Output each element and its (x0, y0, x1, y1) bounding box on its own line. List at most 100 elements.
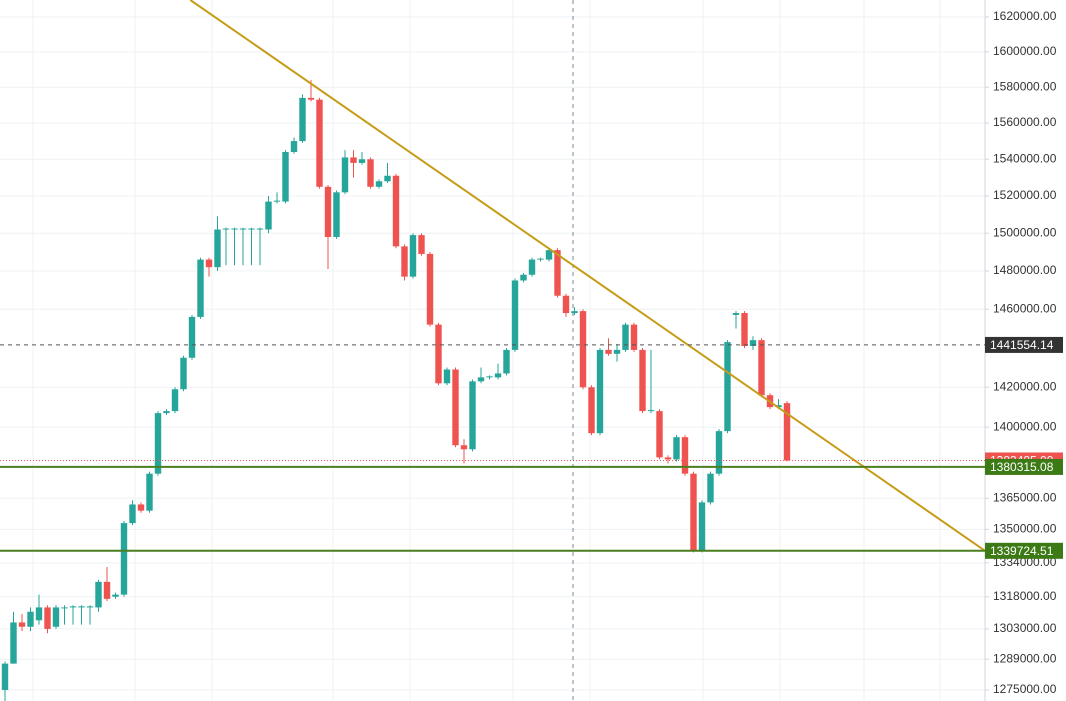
candle-body (384, 175, 391, 182)
candle-body (707, 473, 714, 503)
candle-body (741, 313, 748, 347)
candle-body (18, 622, 26, 627)
candle-body (401, 246, 408, 277)
y-tick-label: 1420000.00 (993, 379, 1057, 393)
candle-body (273, 200, 281, 202)
candle-body (239, 228, 247, 230)
candle-body (367, 159, 374, 187)
candle-body (1, 663, 9, 690)
candle-body (78, 606, 85, 608)
candle-body (154, 413, 162, 474)
candle-body (358, 159, 366, 163)
candle-body (112, 594, 119, 597)
candle-body (35, 607, 43, 621)
candle-body (290, 141, 298, 152)
candle-body (197, 259, 204, 317)
candle-body (418, 235, 425, 254)
candle-body (214, 229, 221, 268)
candle-body (307, 97, 315, 100)
candle-body (715, 431, 723, 474)
candle-body (205, 259, 213, 268)
candle-body (605, 349, 612, 354)
candle-body (265, 201, 272, 230)
candle-body (375, 181, 383, 187)
candle-body (27, 611, 34, 627)
candle-body (61, 607, 68, 609)
price-label-box (985, 336, 1063, 353)
candle-body (341, 157, 349, 193)
candle-body (537, 258, 544, 260)
candle-body (724, 342, 731, 432)
y-tick-label: 1600000.00 (993, 44, 1057, 58)
candle-body (452, 369, 459, 446)
y-tick-label: 1560000.00 (993, 115, 1057, 129)
y-tick-label: 1620000.00 (993, 9, 1057, 23)
price-label: 1441554.14 (990, 338, 1054, 352)
candle-body (44, 607, 51, 629)
candle-body (350, 157, 357, 163)
candle-body (528, 259, 536, 275)
candle-body (103, 581, 111, 599)
y-tick-label: 1460000.00 (993, 301, 1057, 315)
candle-body (86, 606, 94, 608)
candle-body (477, 377, 485, 382)
candle-body (231, 228, 238, 230)
candle-body (562, 295, 570, 314)
candle-body (409, 235, 417, 277)
price-label-box (985, 542, 1063, 559)
candle-body (639, 349, 646, 412)
y-tick-label: 1500000.00 (993, 225, 1057, 239)
candle-body (656, 411, 663, 458)
y-tick-label: 1318000.00 (993, 589, 1057, 603)
candle-body (426, 253, 434, 325)
candle-body (120, 523, 128, 595)
candle-body (596, 349, 604, 434)
candle-body (333, 192, 340, 237)
candle-body (664, 457, 672, 460)
candle-body (681, 437, 689, 474)
candle-body (486, 376, 493, 378)
candle-body (758, 340, 765, 396)
candle-body (129, 504, 136, 524)
candle-body (180, 357, 187, 390)
candle-body (435, 324, 442, 384)
candle-body (647, 410, 655, 412)
candle-body (783, 403, 791, 461)
candle-body (256, 228, 264, 230)
candle-body (520, 274, 527, 281)
candle-body (554, 250, 561, 296)
candle-body (622, 324, 629, 350)
y-tick-label: 1365000.00 (993, 490, 1057, 504)
candle-body (579, 311, 587, 388)
candle-body (698, 502, 706, 551)
price-label-box (985, 458, 1063, 475)
candle-body (511, 280, 519, 350)
candle-body (188, 316, 196, 358)
candle-body (469, 381, 476, 450)
y-tick-label: 1275000.00 (993, 682, 1057, 696)
candle-body (494, 373, 502, 378)
price-label: 1380315.08 (990, 460, 1054, 474)
candle-body (299, 97, 306, 142)
candle-body (146, 473, 153, 511)
candle-body (171, 389, 179, 412)
y-tick-label: 1303000.00 (993, 621, 1057, 635)
y-tick-label: 1289000.00 (993, 651, 1057, 665)
candle-body (749, 340, 757, 347)
candle-body (52, 607, 60, 627)
candle-body (690, 473, 697, 551)
candle-body (732, 313, 740, 315)
candle-body (163, 411, 170, 414)
candle-body (613, 349, 621, 354)
candle-body (222, 228, 230, 230)
candle-body (503, 349, 510, 374)
y-tick-label: 1520000.00 (993, 188, 1057, 202)
candle-body (545, 250, 553, 260)
candle-body (630, 324, 638, 350)
y-tick-label: 1480000.00 (993, 263, 1057, 277)
candle-body (775, 405, 782, 408)
candle-body (673, 437, 680, 460)
candle-body (392, 175, 400, 247)
